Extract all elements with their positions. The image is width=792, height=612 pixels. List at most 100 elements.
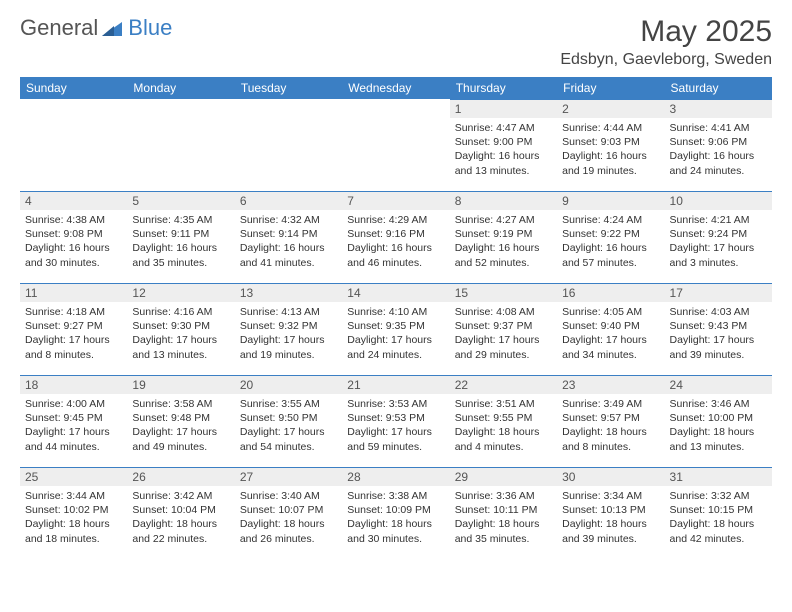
daylight-text: Daylight: 18 hours and 35 minutes. <box>455 517 552 545</box>
day-details: Sunrise: 4:27 AMSunset: 9:19 PMDaylight:… <box>450 210 557 274</box>
day-number: 16 <box>557 283 664 302</box>
daylight-text: Daylight: 17 hours and 29 minutes. <box>455 333 552 361</box>
calendar-cell: 8Sunrise: 4:27 AMSunset: 9:19 PMDaylight… <box>450 191 557 283</box>
calendar-cell: 30Sunrise: 3:34 AMSunset: 10:13 PMDaylig… <box>557 467 664 559</box>
daylight-text: Daylight: 18 hours and 39 minutes. <box>562 517 659 545</box>
calendar-cell: . <box>342 99 449 191</box>
sunrise-text: Sunrise: 4:03 AM <box>670 305 767 319</box>
calendar-cell: 20Sunrise: 3:55 AMSunset: 9:50 PMDayligh… <box>235 375 342 467</box>
sunset-text: Sunset: 10:00 PM <box>670 411 767 425</box>
sunset-text: Sunset: 9:35 PM <box>347 319 444 333</box>
daylight-text: Daylight: 18 hours and 42 minutes. <box>670 517 767 545</box>
day-details: Sunrise: 4:41 AMSunset: 9:06 PMDaylight:… <box>665 118 772 182</box>
calendar-cell: 15Sunrise: 4:08 AMSunset: 9:37 PMDayligh… <box>450 283 557 375</box>
day-details: Sunrise: 3:55 AMSunset: 9:50 PMDaylight:… <box>235 394 342 458</box>
sunset-text: Sunset: 9:00 PM <box>455 135 552 149</box>
sunset-text: Sunset: 10:15 PM <box>670 503 767 517</box>
dayname-fri: Friday <box>557 77 664 99</box>
calendar-cell: . <box>127 99 234 191</box>
calendar-cell: 26Sunrise: 3:42 AMSunset: 10:04 PMDaylig… <box>127 467 234 559</box>
sunset-text: Sunset: 9:32 PM <box>240 319 337 333</box>
sunrise-text: Sunrise: 3:40 AM <box>240 489 337 503</box>
daylight-text: Daylight: 18 hours and 18 minutes. <box>25 517 122 545</box>
daylight-text: Daylight: 18 hours and 22 minutes. <box>132 517 229 545</box>
daylight-text: Daylight: 17 hours and 59 minutes. <box>347 425 444 453</box>
day-number: 14 <box>342 283 449 302</box>
day-number: 9 <box>557 191 664 210</box>
calendar-cell: 27Sunrise: 3:40 AMSunset: 10:07 PMDaylig… <box>235 467 342 559</box>
sunrise-text: Sunrise: 3:42 AM <box>132 489 229 503</box>
day-number: 15 <box>450 283 557 302</box>
sunset-text: Sunset: 9:24 PM <box>670 227 767 241</box>
day-number: 6 <box>235 191 342 210</box>
day-details: Sunrise: 3:40 AMSunset: 10:07 PMDaylight… <box>235 486 342 550</box>
day-header-row: Sunday Monday Tuesday Wednesday Thursday… <box>20 77 772 99</box>
sunrise-text: Sunrise: 4:18 AM <box>25 305 122 319</box>
calendar-cell: 13Sunrise: 4:13 AMSunset: 9:32 PMDayligh… <box>235 283 342 375</box>
calendar-cell: 29Sunrise: 3:36 AMSunset: 10:11 PMDaylig… <box>450 467 557 559</box>
daylight-text: Daylight: 18 hours and 30 minutes. <box>347 517 444 545</box>
title-block: May 2025 Edsbyn, Gaevleborg, Sweden <box>560 15 772 69</box>
sunset-text: Sunset: 9:43 PM <box>670 319 767 333</box>
day-number: 31 <box>665 467 772 486</box>
sunset-text: Sunset: 10:11 PM <box>455 503 552 517</box>
day-details: Sunrise: 4:05 AMSunset: 9:40 PMDaylight:… <box>557 302 664 366</box>
day-details: Sunrise: 4:32 AMSunset: 9:14 PMDaylight:… <box>235 210 342 274</box>
calendar-cell: 25Sunrise: 3:44 AMSunset: 10:02 PMDaylig… <box>20 467 127 559</box>
day-details: Sunrise: 4:18 AMSunset: 9:27 PMDaylight:… <box>20 302 127 366</box>
sunrise-text: Sunrise: 3:58 AM <box>132 397 229 411</box>
daylight-text: Daylight: 17 hours and 39 minutes. <box>670 333 767 361</box>
day-details: Sunrise: 3:42 AMSunset: 10:04 PMDaylight… <box>127 486 234 550</box>
daylight-text: Daylight: 17 hours and 24 minutes. <box>347 333 444 361</box>
header: General Blue May 2025 Edsbyn, Gaevleborg… <box>20 15 772 69</box>
sunrise-text: Sunrise: 3:34 AM <box>562 489 659 503</box>
day-number: 13 <box>235 283 342 302</box>
month-title: May 2025 <box>560 15 772 49</box>
day-number: 11 <box>20 283 127 302</box>
calendar-cell: 24Sunrise: 3:46 AMSunset: 10:00 PMDaylig… <box>665 375 772 467</box>
day-details: Sunrise: 3:36 AMSunset: 10:11 PMDaylight… <box>450 486 557 550</box>
calendar-cell: . <box>235 99 342 191</box>
calendar-row: 18Sunrise: 4:00 AMSunset: 9:45 PMDayligh… <box>20 375 772 467</box>
daylight-text: Daylight: 16 hours and 35 minutes. <box>132 241 229 269</box>
sunset-text: Sunset: 9:45 PM <box>25 411 122 425</box>
logo-word1: General <box>20 15 98 41</box>
day-number: 21 <box>342 375 449 394</box>
day-details: Sunrise: 4:08 AMSunset: 9:37 PMDaylight:… <box>450 302 557 366</box>
day-details: Sunrise: 4:21 AMSunset: 9:24 PMDaylight:… <box>665 210 772 274</box>
daylight-text: Daylight: 16 hours and 19 minutes. <box>562 149 659 177</box>
calendar-cell: 31Sunrise: 3:32 AMSunset: 10:15 PMDaylig… <box>665 467 772 559</box>
day-details: Sunrise: 4:24 AMSunset: 9:22 PMDaylight:… <box>557 210 664 274</box>
calendar-cell: 17Sunrise: 4:03 AMSunset: 9:43 PMDayligh… <box>665 283 772 375</box>
day-details: Sunrise: 3:53 AMSunset: 9:53 PMDaylight:… <box>342 394 449 458</box>
dayname-sat: Saturday <box>665 77 772 99</box>
dayname-thu: Thursday <box>450 77 557 99</box>
day-number: 19 <box>127 375 234 394</box>
day-details: Sunrise: 3:58 AMSunset: 9:48 PMDaylight:… <box>127 394 234 458</box>
sunrise-text: Sunrise: 4:05 AM <box>562 305 659 319</box>
sunset-text: Sunset: 9:06 PM <box>670 135 767 149</box>
logo-word2: Blue <box>128 15 172 41</box>
daylight-text: Daylight: 17 hours and 3 minutes. <box>670 241 767 269</box>
day-details: Sunrise: 4:00 AMSunset: 9:45 PMDaylight:… <box>20 394 127 458</box>
sunrise-text: Sunrise: 3:44 AM <box>25 489 122 503</box>
daylight-text: Daylight: 16 hours and 41 minutes. <box>240 241 337 269</box>
calendar-cell: 22Sunrise: 3:51 AMSunset: 9:55 PMDayligh… <box>450 375 557 467</box>
sunset-text: Sunset: 10:02 PM <box>25 503 122 517</box>
day-details: Sunrise: 3:44 AMSunset: 10:02 PMDaylight… <box>20 486 127 550</box>
sunrise-text: Sunrise: 3:51 AM <box>455 397 552 411</box>
calendar-cell: 6Sunrise: 4:32 AMSunset: 9:14 PMDaylight… <box>235 191 342 283</box>
calendar-cell: 2Sunrise: 4:44 AMSunset: 9:03 PMDaylight… <box>557 99 664 191</box>
calendar-row: 11Sunrise: 4:18 AMSunset: 9:27 PMDayligh… <box>20 283 772 375</box>
sunrise-text: Sunrise: 4:41 AM <box>670 121 767 135</box>
daylight-text: Daylight: 17 hours and 8 minutes. <box>25 333 122 361</box>
calendar-cell: . <box>20 99 127 191</box>
sunrise-text: Sunrise: 4:35 AM <box>132 213 229 227</box>
sunrise-text: Sunrise: 3:46 AM <box>670 397 767 411</box>
day-details: Sunrise: 4:47 AMSunset: 9:00 PMDaylight:… <box>450 118 557 182</box>
calendar-cell: 1Sunrise: 4:47 AMSunset: 9:00 PMDaylight… <box>450 99 557 191</box>
daylight-text: Daylight: 17 hours and 54 minutes. <box>240 425 337 453</box>
day-number: 18 <box>20 375 127 394</box>
day-details: Sunrise: 3:49 AMSunset: 9:57 PMDaylight:… <box>557 394 664 458</box>
sunset-text: Sunset: 9:30 PM <box>132 319 229 333</box>
